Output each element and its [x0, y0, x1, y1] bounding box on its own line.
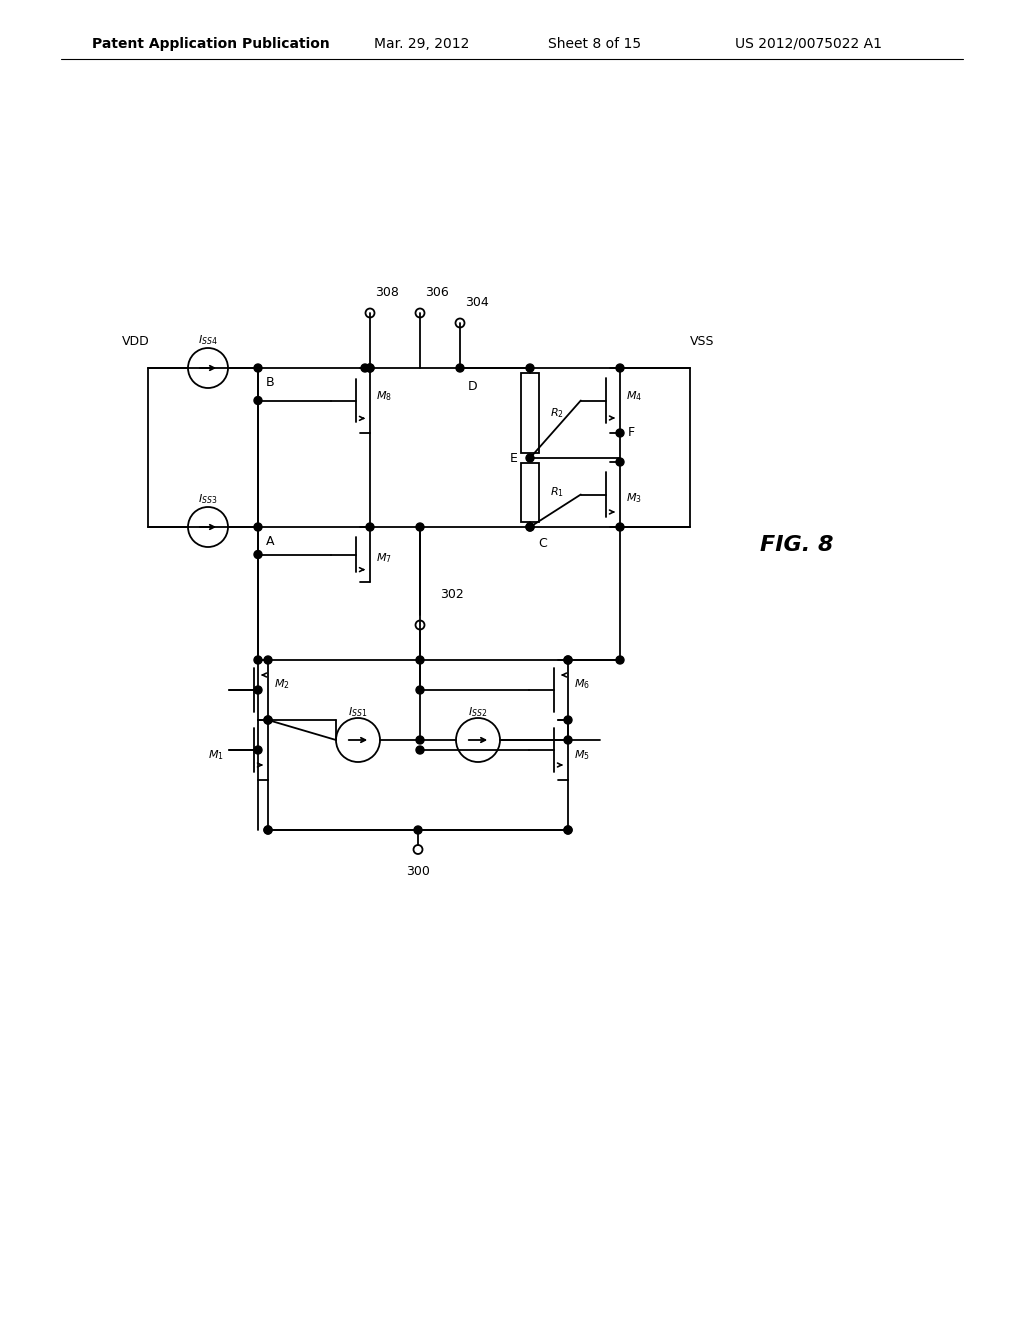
Circle shape [416, 686, 424, 694]
Text: FIG. 8: FIG. 8 [760, 535, 834, 554]
Circle shape [416, 746, 424, 754]
Text: D: D [468, 380, 477, 393]
Text: $I_{SS2}$: $I_{SS2}$ [468, 705, 487, 719]
Circle shape [526, 523, 534, 531]
Circle shape [616, 364, 624, 372]
Circle shape [264, 715, 272, 723]
Circle shape [366, 364, 374, 372]
Text: E: E [510, 451, 518, 465]
Text: 308: 308 [375, 286, 399, 300]
Text: $I_{SS1}$: $I_{SS1}$ [348, 705, 368, 719]
Text: $M_6$: $M_6$ [574, 677, 590, 690]
Circle shape [416, 737, 424, 744]
Text: Patent Application Publication: Patent Application Publication [92, 37, 330, 50]
Circle shape [264, 715, 272, 723]
Text: Mar. 29, 2012: Mar. 29, 2012 [374, 37, 469, 50]
Text: $M_2$: $M_2$ [274, 677, 290, 690]
Circle shape [414, 826, 422, 834]
Circle shape [526, 364, 534, 372]
Text: $M_3$: $M_3$ [626, 491, 642, 506]
Circle shape [416, 656, 424, 664]
Circle shape [264, 656, 272, 664]
Circle shape [264, 826, 272, 834]
Text: VDD: VDD [122, 335, 150, 348]
Circle shape [616, 656, 624, 664]
Circle shape [366, 523, 374, 531]
Text: C: C [538, 537, 547, 550]
Text: $M_5$: $M_5$ [574, 748, 590, 762]
Text: $M_4$: $M_4$ [626, 389, 642, 404]
Text: F: F [628, 426, 635, 440]
Text: $I_{SS4}$: $I_{SS4}$ [198, 333, 218, 347]
Circle shape [616, 458, 624, 466]
Circle shape [456, 364, 464, 372]
Circle shape [564, 826, 572, 834]
Text: B: B [266, 376, 274, 389]
Circle shape [254, 523, 262, 531]
Circle shape [526, 454, 534, 462]
Text: Sheet 8 of 15: Sheet 8 of 15 [548, 37, 641, 50]
Text: $I_{SS3}$: $I_{SS3}$ [199, 492, 218, 506]
Circle shape [254, 364, 262, 372]
Text: 302: 302 [440, 589, 464, 602]
Circle shape [564, 826, 572, 834]
Text: $M_7$: $M_7$ [376, 552, 392, 565]
Circle shape [416, 523, 424, 531]
Text: US 2012/0075022 A1: US 2012/0075022 A1 [735, 37, 883, 50]
Circle shape [254, 746, 262, 754]
Text: 306: 306 [425, 286, 449, 300]
Circle shape [254, 656, 262, 664]
Bar [521, 374, 539, 453]
Circle shape [264, 826, 272, 834]
Text: VSS: VSS [690, 335, 715, 348]
Circle shape [616, 523, 624, 531]
Circle shape [361, 364, 369, 372]
Text: A: A [266, 535, 274, 548]
Text: $M_8$: $M_8$ [376, 389, 392, 404]
Circle shape [564, 715, 572, 723]
Text: 300: 300 [407, 865, 430, 878]
Text: 304: 304 [465, 297, 488, 309]
Circle shape [254, 686, 262, 694]
Circle shape [526, 523, 534, 531]
Text: $R_2$: $R_2$ [550, 407, 564, 420]
Circle shape [564, 737, 572, 744]
Circle shape [366, 364, 374, 372]
Circle shape [254, 396, 262, 404]
Circle shape [254, 550, 262, 558]
Bar [521, 463, 539, 521]
Circle shape [564, 656, 572, 664]
Circle shape [616, 429, 624, 437]
Text: $R_1$: $R_1$ [550, 486, 564, 499]
Circle shape [564, 656, 572, 664]
Text: $M_1$: $M_1$ [208, 748, 224, 762]
